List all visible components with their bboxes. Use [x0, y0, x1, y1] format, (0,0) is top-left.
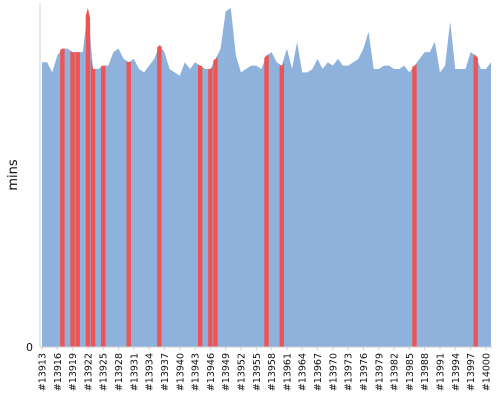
y-axis-label: mins [6, 159, 21, 191]
x-tick-label: #13928 [114, 353, 125, 391]
x-tick-label: #13925 [99, 353, 110, 391]
x-tick-label: #13967 [313, 353, 324, 391]
x-tick-label: #13913 [38, 353, 49, 391]
x-tick-label: #13964 [298, 353, 309, 391]
highlight-segment [197, 65, 203, 348]
x-tick-label: #13934 [145, 353, 156, 391]
x-tick-label: #13970 [328, 353, 339, 391]
x-tick-label: #13937 [160, 353, 171, 391]
x-tick-label: #13952 [236, 353, 247, 391]
x-tick-label: #13988 [420, 353, 431, 391]
highlight-segment [70, 51, 75, 348]
x-tick-label: #13916 [53, 353, 64, 391]
x-tick-labels: #13913 #13916 #13919 #13922 #13925 #13928 #139… [38, 347, 492, 391]
x-tick-label: #13985 [405, 353, 416, 391]
x-tick-label: #13943 [191, 353, 202, 391]
x-tick-label: #14000 [481, 353, 492, 391]
axes [39, 3, 492, 348]
highlight-segment [157, 45, 162, 347]
x-tick-label: #13949 [221, 353, 232, 391]
x-tick-label: #13958 [267, 353, 278, 391]
highlight-segment [208, 67, 213, 348]
x-tick-label: #13955 [252, 353, 263, 391]
y-tick-label: 0 [26, 341, 33, 354]
highlight-segment [412, 64, 417, 348]
x-tick-label: #13979 [374, 353, 385, 391]
highlight-segment [101, 65, 106, 347]
x-tick-label: #13940 [175, 353, 186, 391]
x-tick-label: #13922 [83, 353, 94, 391]
highlight-segment [126, 61, 131, 347]
highlight-segment [90, 58, 96, 348]
highlight-segment [473, 54, 478, 347]
x-tick-label: #13991 [435, 353, 446, 391]
x-tick-label: #13946 [206, 353, 217, 391]
x-tick-label: #13994 [451, 353, 462, 391]
highlight-segment [279, 62, 285, 347]
x-tick-label: #13919 [68, 353, 79, 391]
highlight-segment [213, 57, 218, 347]
x-tick-label: #13982 [390, 353, 401, 391]
highlight-segment [60, 48, 65, 348]
x-tick-label: #13973 [344, 353, 355, 391]
highlight-segment [85, 8, 91, 347]
x-tick-label: #13931 [129, 353, 140, 391]
x-tick-label: #13997 [466, 353, 477, 391]
highlight-segment [264, 54, 269, 347]
plot-area [42, 8, 491, 348]
x-tick-label: #13961 [282, 353, 293, 391]
x-tick-label: #13976 [359, 353, 370, 391]
highlight-segment [75, 52, 80, 347]
